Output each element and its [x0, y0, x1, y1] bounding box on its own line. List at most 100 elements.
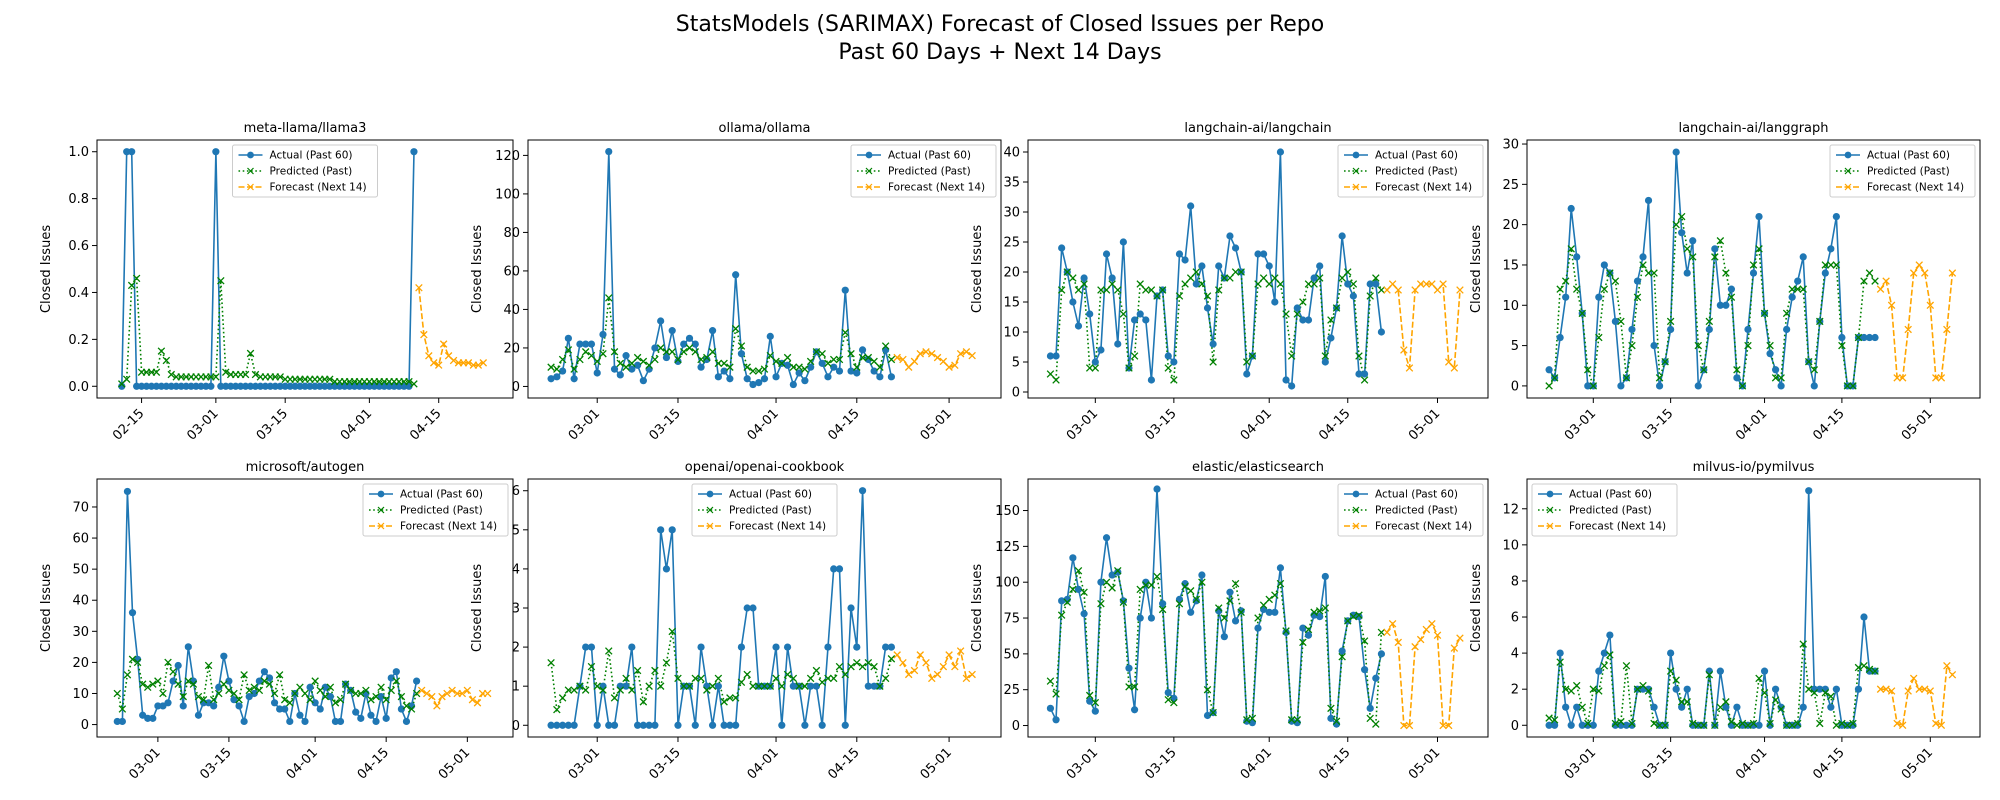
legend-actual-label: Actual (Past 60)	[729, 489, 812, 501]
predicted-point	[1114, 566, 1122, 575]
predicted-point	[599, 349, 607, 358]
plot-frame	[1027, 139, 1489, 399]
predicted-point	[841, 670, 850, 679]
series-forecast-line	[1386, 621, 1461, 727]
predicted-point	[651, 355, 659, 364]
y-tick-label: 0	[1511, 719, 1519, 734]
predicted-point	[154, 677, 162, 685]
actual-point	[1349, 292, 1357, 300]
predicted-point	[209, 695, 218, 704]
forecast-point	[422, 689, 431, 698]
predicted-point	[123, 671, 132, 679]
series-predicted-line	[1049, 270, 1383, 384]
actual-point	[760, 375, 769, 383]
predicted-point	[1214, 604, 1223, 612]
forecast-point	[1439, 721, 1447, 730]
forecast-point	[962, 674, 971, 683]
legend-actual-label: Actual (Past 60)	[1867, 150, 1950, 162]
forecast-point	[1898, 374, 1907, 382]
actual-point	[1589, 721, 1597, 729]
predicted-point	[835, 662, 844, 671]
actual-point	[1755, 721, 1763, 729]
forecast-point	[468, 695, 477, 704]
actual-point	[1766, 721, 1774, 729]
actual-point	[576, 340, 584, 348]
legend-forecast-marker	[1352, 522, 1360, 530]
predicted-point	[576, 682, 584, 690]
predicted-point	[1259, 601, 1268, 609]
actual-point	[240, 717, 248, 726]
actual-point	[737, 643, 746, 651]
figure-title-line-2: Past 60 Days + Next 14 Days	[838, 40, 1162, 65]
actual-point	[336, 717, 345, 726]
legend-actual-label: Actual (Past 60)	[1569, 489, 1652, 501]
actual-point	[162, 382, 170, 390]
y-tick-label: 0	[512, 719, 520, 734]
predicted-point	[1816, 317, 1824, 326]
predicted-point	[587, 662, 596, 671]
actual-point	[691, 721, 699, 729]
predicted-point	[1804, 685, 1813, 693]
plot-frame	[1526, 478, 1981, 738]
x-tick-label: 03-01	[1562, 406, 1599, 443]
actual-point	[1860, 333, 1868, 342]
actual-point	[1276, 148, 1285, 156]
predicted-point	[547, 363, 555, 371]
predicted-point	[1170, 698, 1178, 707]
predicted-point	[1749, 719, 1758, 728]
x-tick-label: 03-01	[566, 745, 603, 782]
predicted-point	[1672, 676, 1680, 684]
actual-point	[830, 565, 838, 573]
actual-point	[1338, 647, 1346, 655]
y-tick-label: 150	[995, 504, 1020, 519]
actual-point	[1321, 358, 1329, 366]
actual-point	[801, 377, 809, 385]
forecast-point	[1937, 374, 1946, 382]
actual-point	[202, 382, 210, 390]
forecast-point	[1444, 358, 1453, 366]
subplot-title: langchain-ai/langgraph	[1678, 121, 1828, 136]
forecast-point	[968, 670, 976, 679]
y-tick-label: 6	[1511, 611, 1519, 626]
actual-point	[1722, 703, 1730, 711]
predicted-point	[159, 689, 167, 698]
actual-point	[749, 604, 757, 612]
predicted-point	[1220, 614, 1229, 622]
actual-point	[154, 702, 162, 710]
legend: Actual (Past 60) Predicted (Past) Forecast…	[1337, 483, 1484, 537]
predicted-point	[1119, 310, 1128, 318]
predicted-point	[564, 686, 573, 694]
actual-point	[321, 382, 329, 390]
actual-point	[616, 371, 624, 379]
forecast-point	[922, 348, 930, 356]
predicted-point	[1622, 661, 1631, 670]
predicted-point	[1860, 661, 1868, 670]
forecast-point	[1383, 286, 1391, 294]
predicted-point	[235, 695, 243, 704]
actual-point	[559, 367, 567, 375]
actual-point	[1209, 340, 1217, 348]
forecast-point	[916, 349, 925, 358]
actual-point	[887, 373, 896, 381]
actual-point	[149, 714, 157, 722]
actual-point	[824, 373, 832, 381]
actual-point	[1231, 617, 1240, 625]
actual-point	[255, 677, 263, 685]
y-tick-label: 5	[512, 523, 520, 538]
actual-point	[1788, 293, 1796, 301]
forecast-point	[1394, 286, 1402, 294]
predicted-point	[1705, 317, 1714, 326]
actual-point	[691, 340, 699, 348]
actual-point	[685, 334, 694, 342]
actual-point	[628, 365, 636, 373]
predicted-point	[1360, 637, 1369, 645]
predicted-point	[174, 680, 182, 688]
predicted-point	[1085, 691, 1094, 700]
predicted-point	[199, 695, 208, 704]
predicted-point	[1181, 582, 1189, 591]
legend-predicted-marker	[377, 506, 385, 514]
y-axis-label: Closed Issues	[470, 225, 485, 313]
forecast-point	[428, 692, 436, 701]
predicted-point	[547, 658, 555, 667]
predicted-point	[1672, 220, 1680, 229]
